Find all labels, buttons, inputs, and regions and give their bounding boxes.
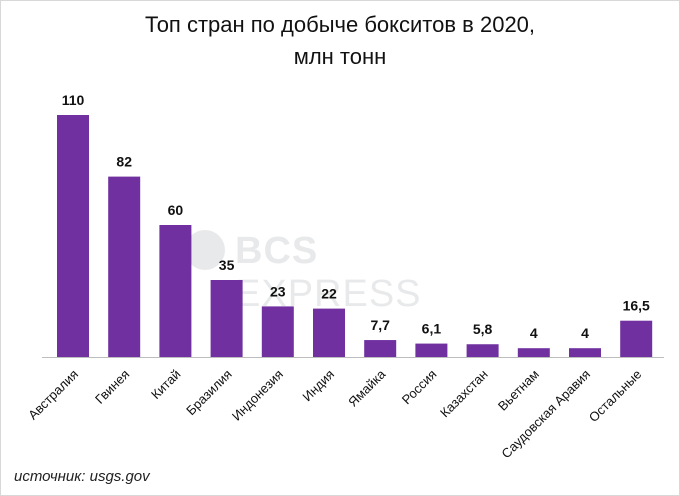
bar	[415, 343, 448, 357]
category-label: Австралия	[25, 367, 81, 423]
bar	[313, 308, 345, 357]
bar	[108, 176, 141, 357]
category-label: Индия	[299, 367, 337, 405]
watermark-text: BCS EXPRESS	[235, 230, 505, 316]
bar	[261, 306, 294, 357]
bar	[569, 348, 601, 357]
data-label: 5,8	[473, 321, 493, 337]
data-label: 35	[219, 257, 235, 273]
data-label: 22	[321, 286, 337, 302]
watermark-logo: BCS EXPRESS	[185, 228, 505, 315]
data-label: 23	[270, 283, 286, 299]
data-label: 7,7	[370, 317, 390, 333]
bar	[210, 280, 243, 357]
data-label: 82	[116, 154, 132, 170]
data-label: 60	[168, 202, 184, 218]
bar	[159, 225, 192, 357]
logo-circle-icon	[185, 230, 225, 270]
bar	[620, 320, 653, 357]
data-label: 110	[62, 92, 85, 108]
category-label: Россия	[399, 367, 440, 408]
bar	[364, 340, 397, 357]
bar	[466, 344, 499, 357]
category-label: Бразилия	[183, 367, 235, 419]
data-label: 6,1	[422, 321, 442, 337]
category-label: Остальные	[586, 367, 645, 426]
bar	[57, 115, 89, 357]
category-label: Индонезия	[229, 367, 286, 424]
watermark-bold: BCS	[235, 230, 319, 272]
data-label: 16,5	[623, 298, 650, 314]
data-label: 4	[530, 325, 538, 341]
category-label: Ямайка	[345, 366, 389, 410]
chart-subtitle: млн тонн	[293, 44, 387, 69]
bar	[517, 348, 550, 357]
category-label: Китай	[148, 367, 183, 402]
category-label: Казахстан	[437, 367, 491, 421]
data-label: 4	[581, 325, 589, 341]
category-label: Гвинея	[92, 367, 132, 407]
source-note: источник: usgs.gov	[14, 468, 150, 485]
category-label: Саудовская Аравия	[498, 367, 593, 462]
category-label: Вьетнам	[495, 366, 542, 413]
chart-title: Топ стран по добыче бокситов в 2020,	[144, 12, 536, 37]
